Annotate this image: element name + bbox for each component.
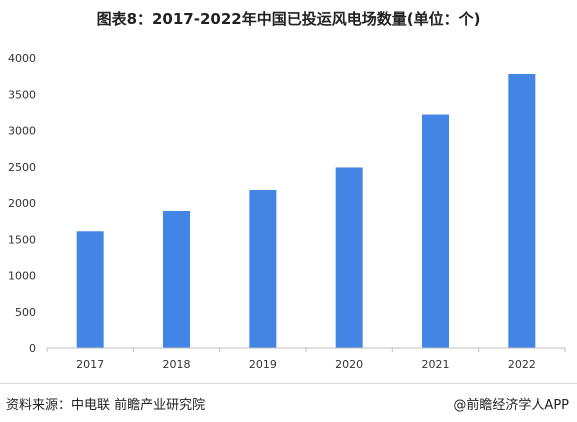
- y-tick-label: 3000: [8, 125, 36, 138]
- x-tick-label: 2022: [508, 358, 536, 371]
- y-tick-label: 3500: [8, 88, 36, 101]
- y-tick-label: 1500: [8, 233, 36, 246]
- bar-2018: [163, 210, 190, 348]
- y-tick-label: 0: [29, 342, 36, 355]
- y-tick-label: 1000: [8, 270, 36, 283]
- y-tick-label: 2500: [8, 161, 36, 174]
- y-tick-label: 500: [15, 306, 36, 319]
- bar-2019: [249, 189, 277, 348]
- y-tick-label: 2000: [8, 197, 36, 210]
- y-tick-label: 4000: [8, 52, 36, 65]
- source-note: 资料来源：中电联 前瞻产业研究院: [6, 398, 206, 413]
- bar-series: [76, 73, 536, 348]
- brand-credit: @前瞻经济学人APP: [453, 398, 569, 413]
- y-axis: 0 500 1000 1500 2000 2500 3000 3500 4000: [8, 52, 36, 355]
- x-tick-label: 2021: [422, 358, 450, 371]
- bar-2021: [422, 114, 449, 348]
- chart-title: 图表8：2017-2022年中国已投运风电场数量(单位：个): [96, 10, 481, 28]
- footer-divider: [0, 383, 577, 384]
- x-tick-label: 2020: [335, 358, 363, 371]
- x-tick-label: 2017: [76, 358, 104, 371]
- x-tick-label: 2018: [163, 358, 191, 371]
- bar-2022: [508, 73, 536, 348]
- bar-2017: [76, 231, 104, 348]
- x-axis: 2017 2018 2019 2020 2021 2022: [46, 348, 566, 371]
- bar-2020: [335, 167, 363, 348]
- x-tick-label: 2019: [249, 358, 277, 371]
